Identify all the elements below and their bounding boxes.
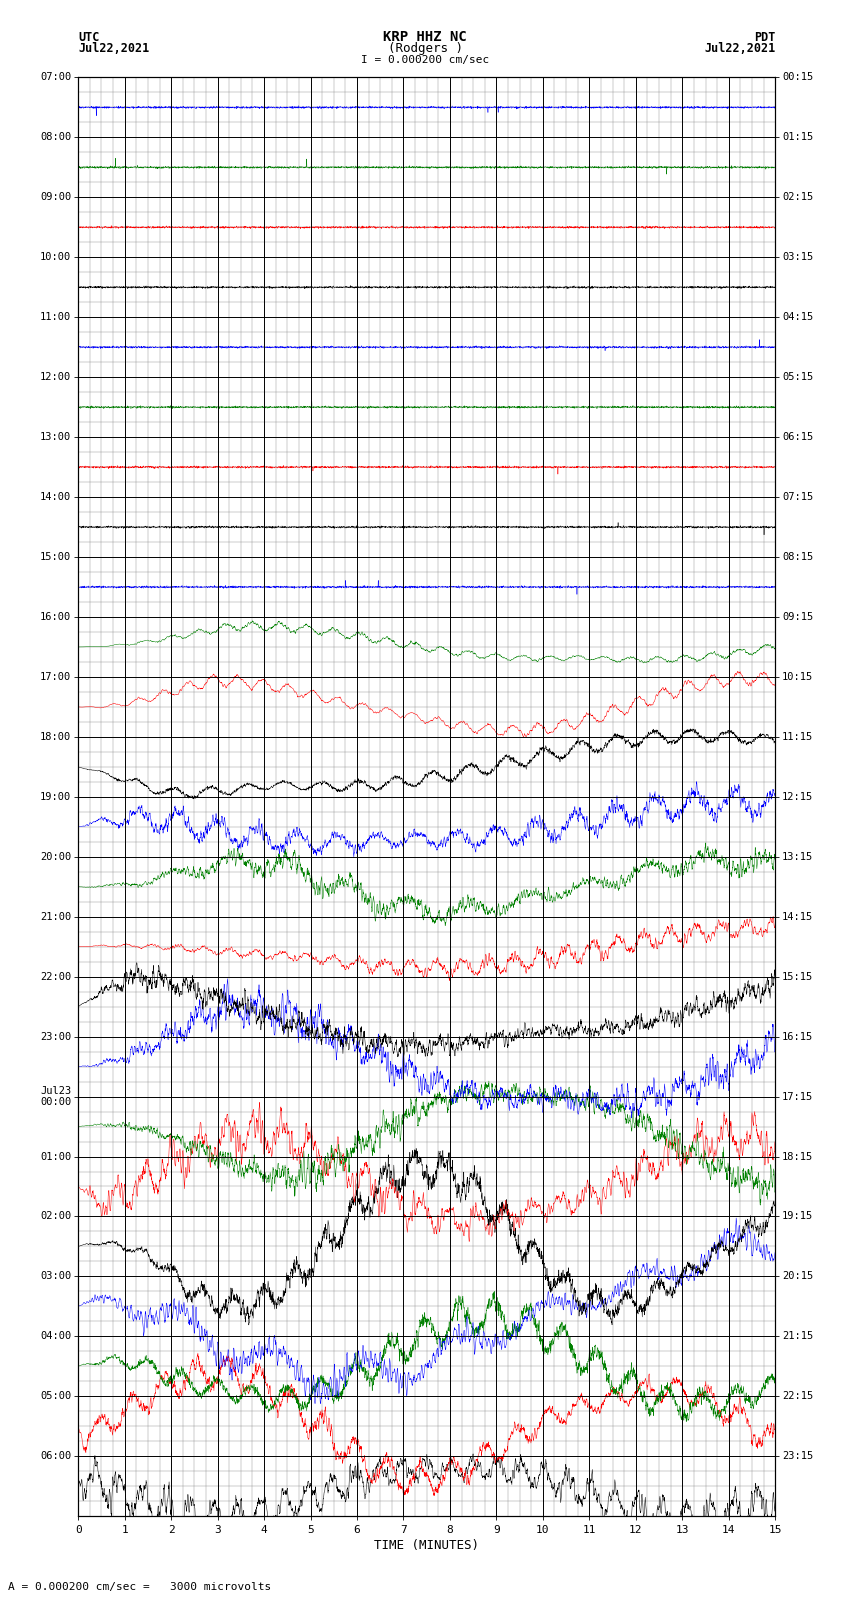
Text: PDT: PDT: [754, 31, 775, 44]
Text: Jul22,2021: Jul22,2021: [78, 42, 150, 55]
Text: Jul22,2021: Jul22,2021: [704, 42, 775, 55]
Text: UTC: UTC: [78, 31, 99, 44]
Text: (Rodgers ): (Rodgers ): [388, 42, 462, 55]
Text: KRP HHZ NC: KRP HHZ NC: [383, 31, 467, 44]
Text: I = 0.000200 cm/sec: I = 0.000200 cm/sec: [361, 55, 489, 65]
X-axis label: TIME (MINUTES): TIME (MINUTES): [374, 1539, 479, 1552]
Text: A = 0.000200 cm/sec =   3000 microvolts: A = 0.000200 cm/sec = 3000 microvolts: [8, 1582, 272, 1592]
